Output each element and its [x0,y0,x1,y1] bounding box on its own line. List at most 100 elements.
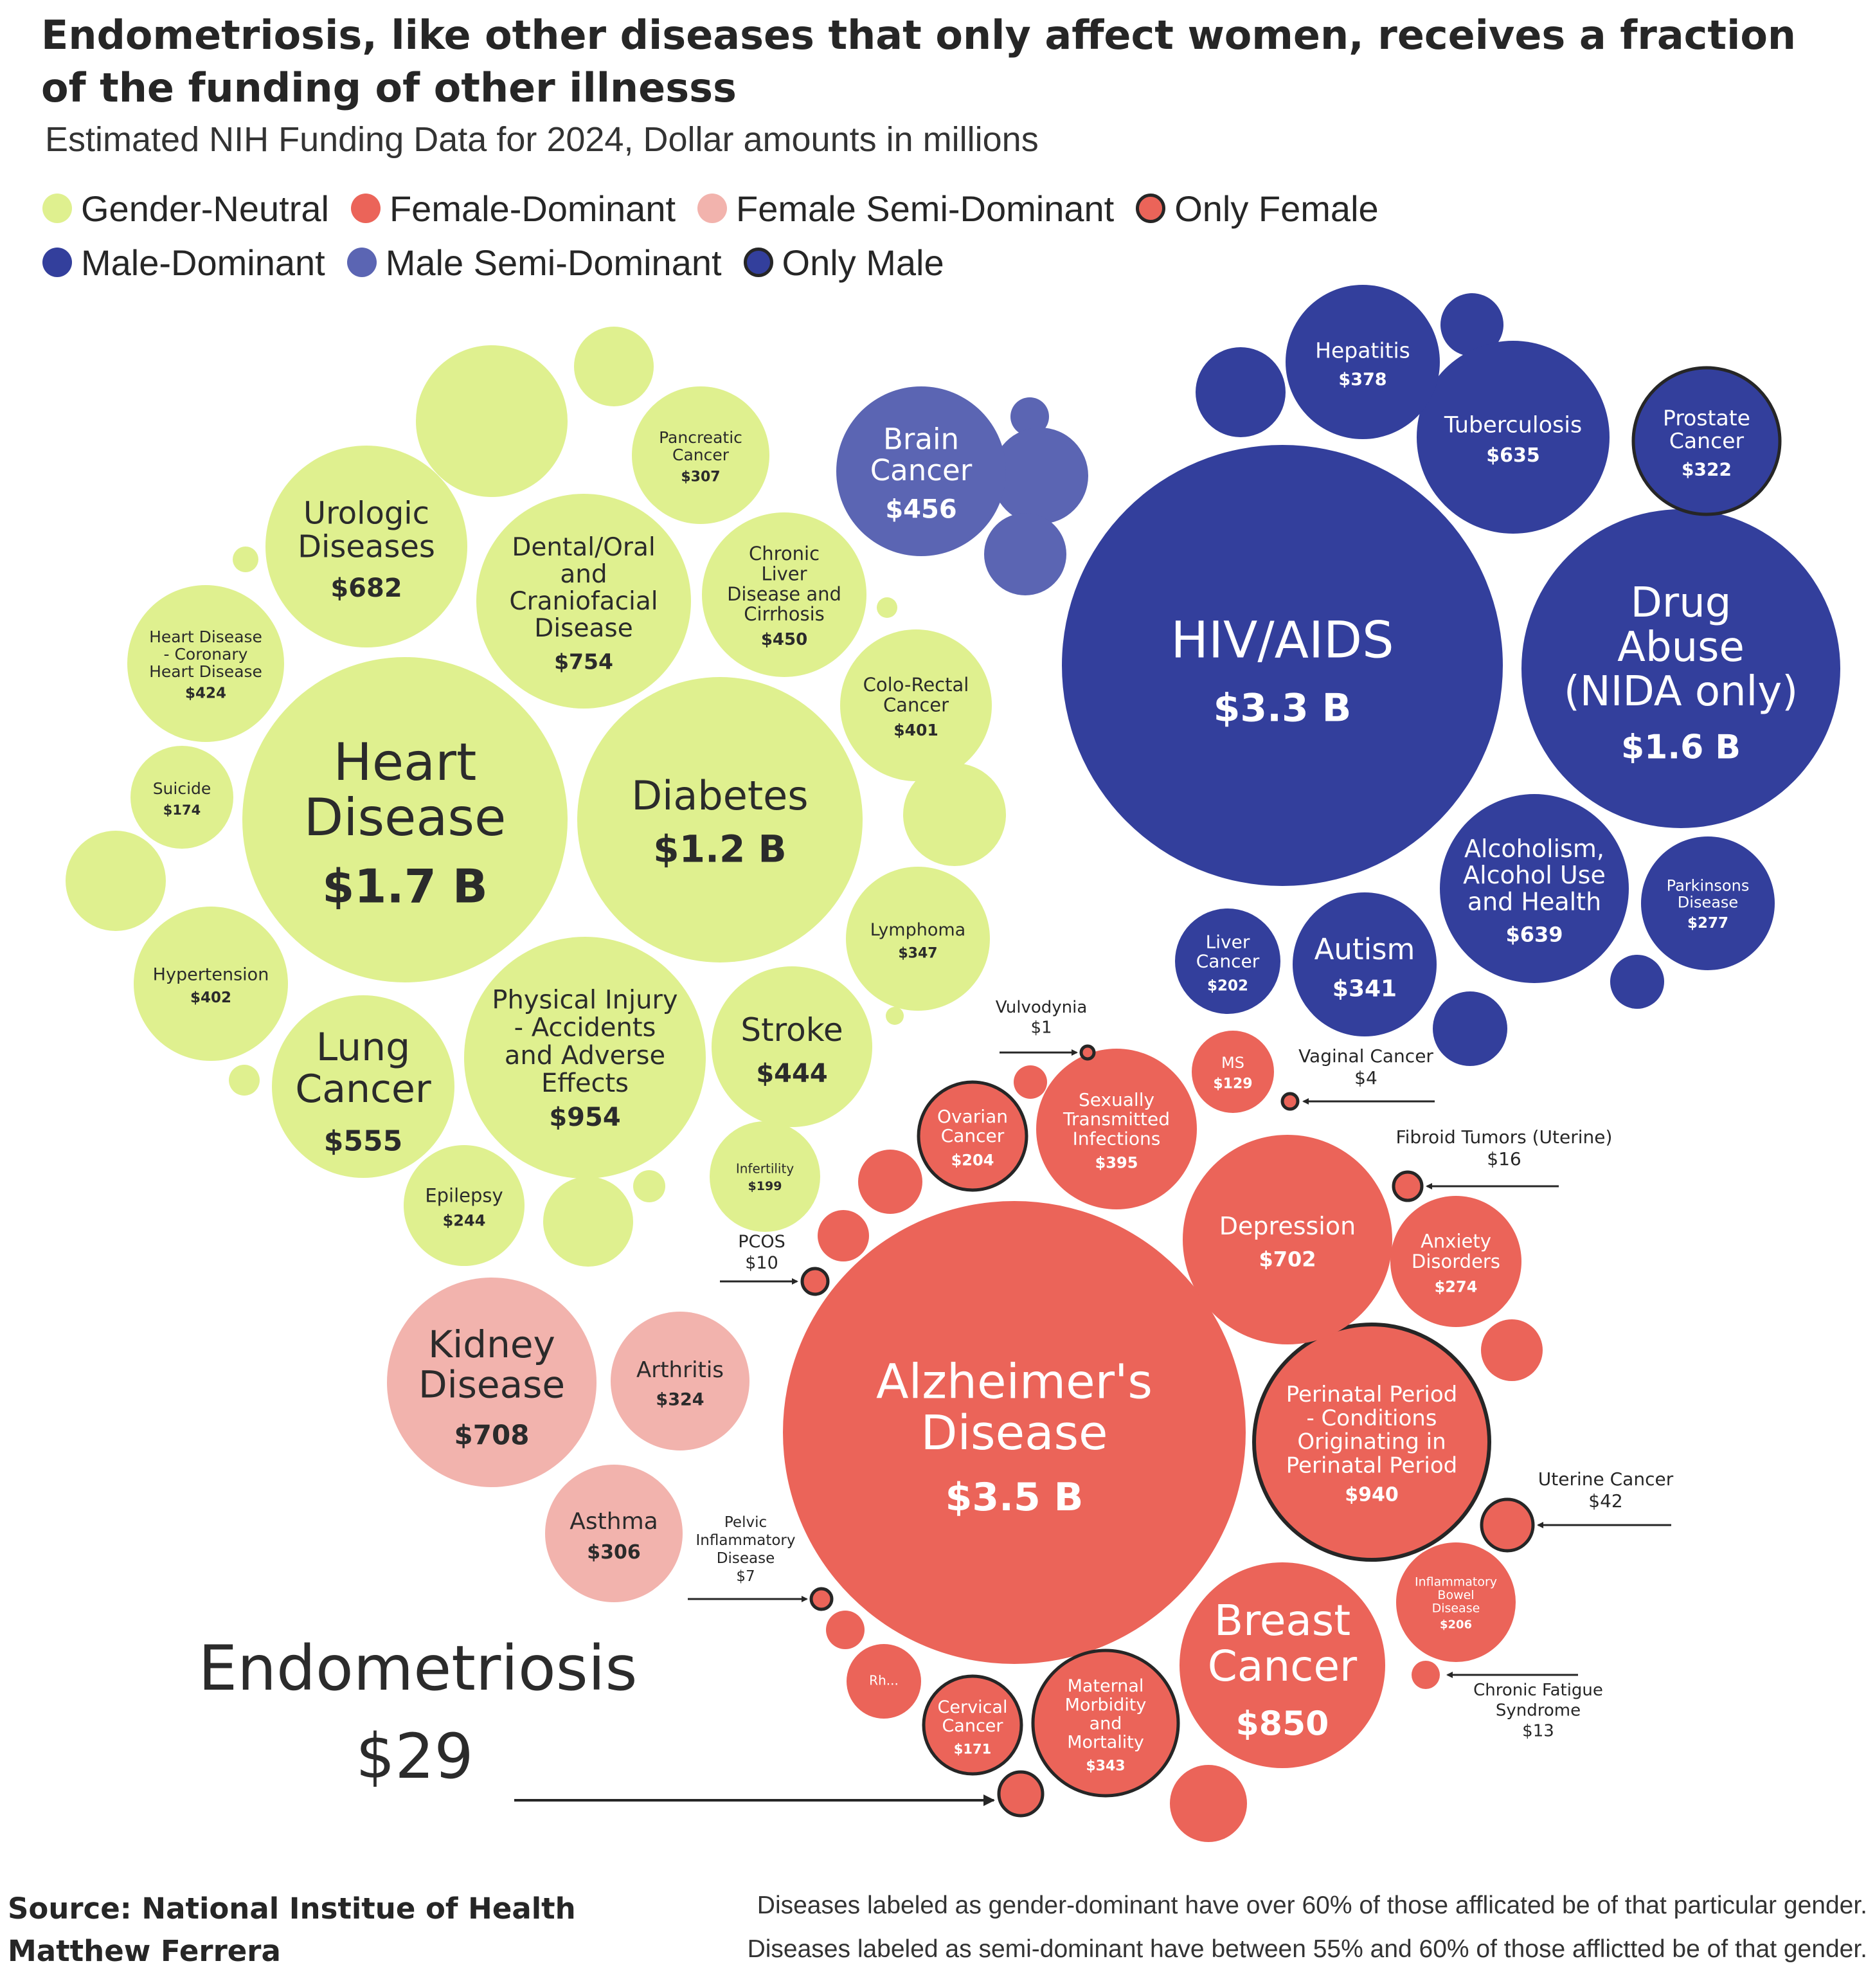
bubble-heart-disease-coronary-heart-disease [127,585,284,742]
bubble-label: HIV/AIDS [1171,611,1394,669]
callout-label: Fibroid Tumors (Uterine) [1396,1126,1613,1148]
legend: Gender-Neutral Female-Dominant Female Se… [42,181,1585,289]
bubble-pcos [800,1267,830,1296]
bubble-unlabeled-gender-neutral [903,763,1006,866]
footer-credits: Source: National Institue of Health Matt… [8,1888,576,1973]
callout-value: $10 [745,1253,778,1273]
bubble-unlabeled-female-dominant [1481,1319,1543,1381]
bubble-parkinsons-disease [1641,836,1775,970]
bubble-label: Pancreatic [659,428,742,447]
bubble-unlabeled-gender-neutral [233,547,258,572]
legend-swatch [350,194,381,223]
callout-value: $13 [1522,1721,1554,1740]
callout-label: Vulvodynia [996,998,1088,1017]
bubble-label: Cancer [942,1716,1003,1736]
legend-label: Female Semi-Dominant [736,188,1115,229]
bubble-label: Depression [1219,1212,1356,1240]
bubble-value-label: $754 [554,649,613,674]
bubble-label: Alzheimer's [876,1354,1153,1409]
legend-item-only-female: Only Female [1136,188,1379,230]
bubble-label: and [1090,1713,1122,1733]
legend-label: Female-Dominant [389,188,676,229]
bubble-lung-cancer [272,995,454,1178]
bubble-label: Disorders [1412,1251,1500,1272]
bubble-unlabeled-female-dominant [858,1150,922,1214]
callout-label: Chronic Fatigue [1473,1681,1603,1700]
bubble-colo-rectal-cancer [840,629,992,781]
bubble-unlabeled-gender-neutral [416,345,568,497]
legend-swatch [42,194,72,223]
bubble-label: Cancer [870,453,973,487]
bubble-sexually-transmitted-infections [1036,1049,1197,1209]
bubble-label: Transmitted [1063,1108,1170,1130]
bubble-value-label: $306 [587,1541,641,1564]
bubble-label: Mortality [1067,1733,1144,1753]
bubble-alcoholism-alcohol-use-and-health [1440,794,1629,983]
bubble-label: Cervical [938,1697,1008,1717]
bubble-label: Drug [1631,579,1732,627]
bubble-hypertension [134,907,288,1061]
chart-title: Endometriosis, like other diseases that … [41,12,1797,111]
bubble-value-label: $1.6 B [1621,728,1741,766]
bubble-value-label: $456 [885,495,956,525]
callout-label: Uterine Cancer [1538,1468,1674,1490]
legend-item-male-semi-dominant: Male Semi-Dominant [346,242,722,284]
bubble-label: Perinatal Period [1286,1452,1457,1478]
bubble-vulvodynia [1079,1044,1096,1061]
bubble-maternal-morbidity-and-mortality [1031,1649,1180,1798]
legend-swatch [743,248,773,277]
bubble-value-label: $202 [1207,978,1248,995]
bubble-label: Morbidity [1065,1695,1147,1715]
bubble-label: Physical Injury [492,985,677,1015]
legend-label: Gender-Neutral [81,188,329,229]
bubble-vaginal-cancer [1280,1092,1300,1111]
callout-label: PCOS [738,1232,785,1252]
bubble-asthma [545,1465,683,1602]
bubble-label: Originating in [1297,1429,1446,1455]
callout-label: Vaginal Cancer [1298,1045,1433,1067]
bubble-label: and [560,560,607,589]
bubble-value-label: $401 [893,721,938,739]
bubble-pelvic-inflammatory-disease [809,1587,834,1611]
bubble-label: Disease [304,788,507,847]
bubble-value-label: $206 [1440,1618,1472,1632]
bubble-label: Hypertension [153,964,269,984]
bubble-perinatal-period-conditions-originating-in-perinatal-period [1252,1323,1491,1562]
bubble-label: Rh... [869,1673,899,1688]
legend-label: Only Female [1174,188,1379,229]
bubble-value-label: $378 [1338,370,1386,390]
callout-label: Inflammatory [695,1532,795,1549]
bubble-unlabeled-male-dominant [1440,293,1503,356]
bubble-chronic-fatigue-syndrome [1412,1661,1440,1689]
bubble-unlabeled-gender-neutral [886,1007,904,1025]
bubble-value-label: $3.5 B [946,1475,1084,1520]
bubble-label: Disease [1678,893,1738,911]
bubble-chronic-liver-disease-and-cirrhosis [702,512,866,677]
bubble-label: Cancer [1208,1641,1358,1691]
bubble-unlabeled-male-semi-dominant [992,428,1088,524]
bubble-unlabeled-male-semi-dominant [984,513,1066,595]
bubble-value-label: $171 [954,1741,991,1757]
legend-swatch [697,194,728,223]
bubble-depression [1183,1135,1392,1344]
bubble-value-label: $199 [748,1179,782,1193]
bubble-label: Cancer [1196,951,1260,972]
bubble-label: Parkinsons [1667,877,1750,895]
bubble-value-label: $343 [1086,1758,1125,1774]
bubble-value-label: $324 [656,1389,704,1409]
bubble-value-label: $940 [1345,1484,1399,1506]
bubble-unlabeled-gender-neutral [66,831,166,931]
bubble-label: Effects [541,1069,629,1098]
bubble-label: Heart Disease [149,628,262,646]
bubble-unlabeled-gender-neutral [543,1177,633,1267]
bubble-label: Lymphoma [870,920,965,940]
bubble-value-label: $424 [185,685,226,702]
legend-item-female-semi-dominant: Female Semi-Dominant [697,188,1114,230]
bubble-liver-cancer [1175,908,1280,1014]
bubble-value-label: $954 [549,1103,620,1132]
legend-label: Male Semi-Dominant [385,242,722,283]
bubble-unlabeled-gender-neutral [633,1170,665,1202]
bubble-ms [1192,1031,1274,1113]
bubble-label: Anxiety [1421,1231,1491,1252]
endometriosis-label: Endometriosis [199,1632,638,1704]
